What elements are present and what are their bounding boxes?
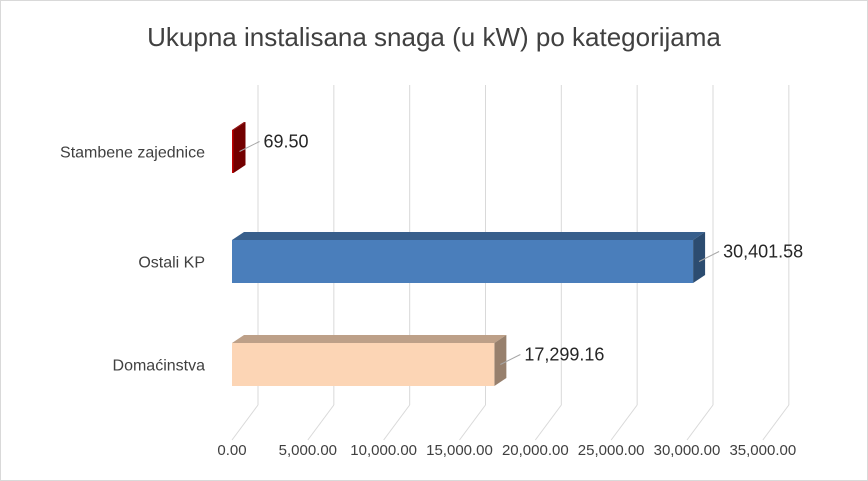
x-tick-label: 15,000.00 (426, 442, 493, 459)
x-tick-label: 35,000.00 (729, 442, 796, 459)
floor-gridline (231, 404, 259, 441)
floor-gridline (534, 404, 562, 441)
data-label: 30,401.58 (723, 242, 803, 262)
x-tick-label: 5,000.00 (279, 442, 337, 459)
data-label: 69.50 (264, 132, 309, 152)
x-tick-label: 10,000.00 (350, 442, 417, 459)
bar[interactable] (232, 343, 495, 386)
floor-gridline (383, 404, 411, 441)
floor-gridline (307, 404, 335, 441)
bar-top-face (232, 122, 246, 130)
category-label: Stambene zajednice (60, 145, 205, 162)
x-tick-label: 0.00 (217, 442, 246, 459)
bar-side-face (693, 232, 706, 283)
floor-gridline (762, 404, 790, 441)
data-label-leader (239, 141, 260, 152)
chart-title: Ukupna instalisana snaga (u kW) po kateg… (147, 22, 721, 52)
bar-top-face (232, 232, 706, 240)
bar-top-face (232, 335, 507, 343)
x-tick-label: 25,000.00 (578, 442, 645, 459)
bar[interactable] (232, 240, 694, 283)
floor-gridline (610, 404, 638, 441)
floor-gridline (686, 404, 714, 441)
category-label: Domaćinstva (113, 358, 206, 375)
bar[interactable] (232, 130, 234, 173)
data-label-leader (500, 354, 521, 365)
floor-gridline (459, 404, 486, 441)
x-tick-label: 30,000.00 (654, 442, 721, 459)
data-label-leader (698, 251, 720, 262)
bar-side-face (494, 335, 507, 386)
data-label: 17,299.16 (524, 345, 604, 365)
x-tick-label: 20,000.00 (502, 442, 569, 459)
bar-side-face (233, 122, 246, 173)
category-label: Ostali KP (138, 255, 205, 272)
